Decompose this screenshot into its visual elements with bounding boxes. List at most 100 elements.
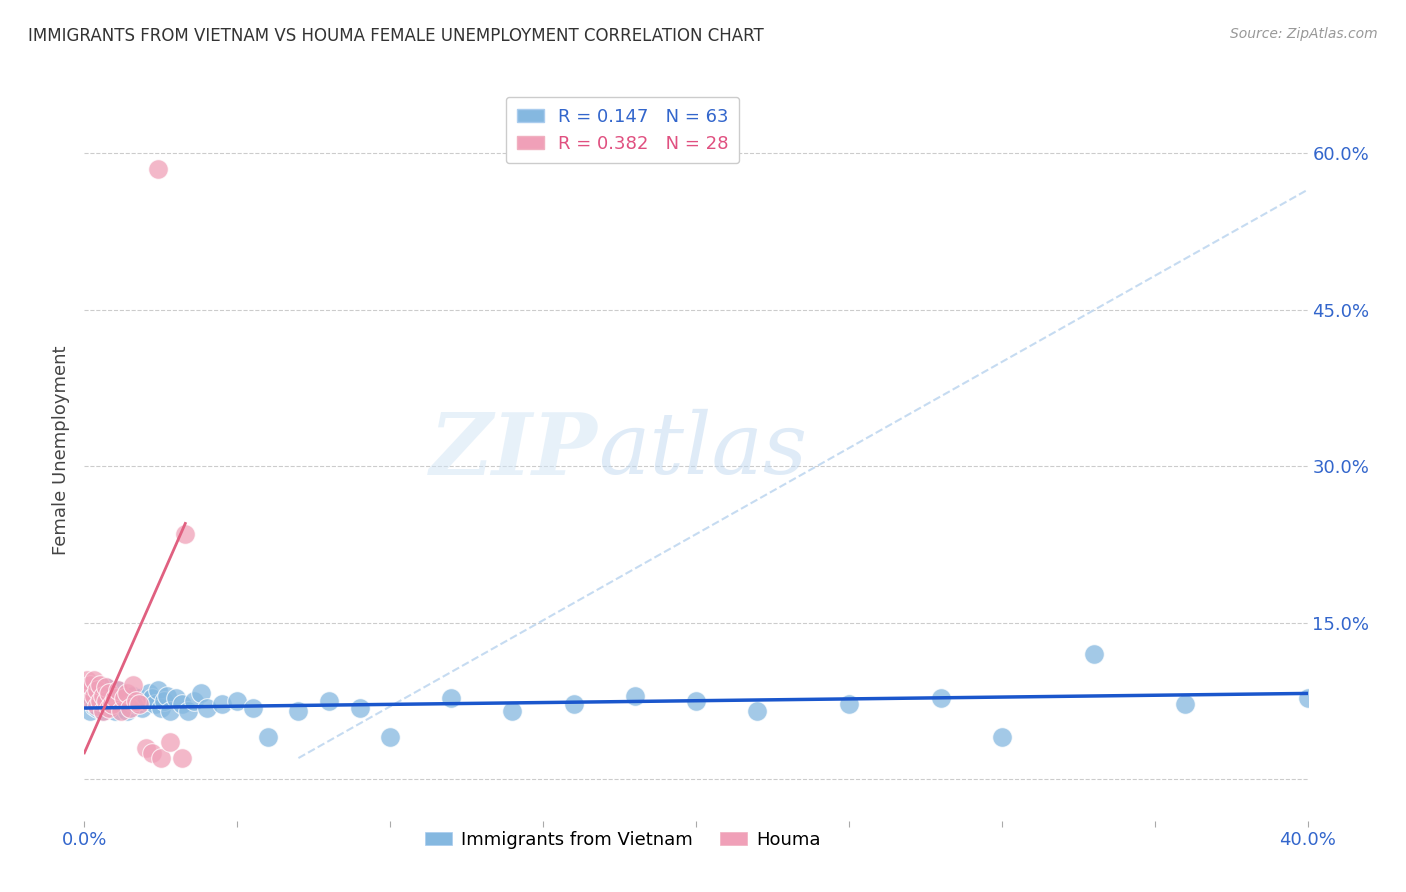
Point — [380, 730, 402, 744]
Point — [86, 683, 108, 698]
Point — [104, 690, 127, 705]
Point — [115, 704, 138, 718]
Point — [104, 690, 127, 705]
Point — [128, 697, 150, 711]
Point — [1083, 647, 1105, 661]
Point — [79, 694, 101, 708]
Point — [747, 704, 769, 718]
Point — [195, 701, 218, 715]
Point — [112, 690, 135, 705]
Point — [79, 689, 101, 703]
Point — [97, 686, 120, 700]
Point — [104, 704, 127, 718]
Point — [131, 701, 153, 715]
Point — [138, 686, 160, 700]
Point — [287, 704, 309, 718]
Point — [156, 689, 179, 703]
Point — [318, 694, 340, 708]
Point — [110, 704, 132, 718]
Point — [177, 704, 200, 718]
Point — [94, 694, 117, 708]
Point — [91, 689, 114, 703]
Point — [86, 690, 108, 705]
Point — [146, 683, 169, 698]
Point — [135, 740, 157, 755]
Point — [83, 698, 105, 713]
Point — [76, 694, 98, 708]
Point — [502, 704, 524, 718]
Point — [440, 690, 463, 705]
Point — [101, 694, 124, 708]
Point — [172, 751, 194, 765]
Point — [125, 694, 148, 708]
Point — [172, 697, 194, 711]
Point — [149, 751, 172, 765]
Point — [101, 701, 124, 715]
Point — [165, 690, 187, 705]
Point — [141, 690, 163, 705]
Point — [125, 697, 148, 711]
Point — [349, 701, 371, 715]
Point — [110, 697, 132, 711]
Point — [86, 698, 108, 713]
Point — [120, 701, 142, 715]
Point — [91, 704, 114, 718]
Point — [562, 697, 585, 711]
Point — [838, 697, 860, 711]
Text: IMMIGRANTS FROM VIETNAM VS HOUMA FEMALE UNEMPLOYMENT CORRELATION CHART: IMMIGRANTS FROM VIETNAM VS HOUMA FEMALE … — [28, 27, 763, 45]
Point — [183, 694, 205, 708]
Point — [190, 686, 212, 700]
Point — [122, 689, 145, 703]
Point — [107, 683, 129, 698]
Point — [101, 697, 124, 711]
Point — [226, 694, 249, 708]
Point — [76, 673, 98, 687]
Point — [159, 735, 181, 749]
Point — [83, 689, 105, 703]
Point — [94, 690, 117, 705]
Point — [89, 694, 111, 708]
Point — [97, 697, 120, 711]
Point — [91, 704, 114, 718]
Point — [115, 686, 138, 700]
Point — [174, 527, 197, 541]
Point — [112, 690, 135, 705]
Point — [128, 690, 150, 705]
Point — [122, 678, 145, 692]
Point — [91, 686, 114, 700]
Point — [94, 680, 117, 694]
Point — [86, 701, 108, 715]
Text: atlas: atlas — [598, 409, 807, 491]
Point — [83, 683, 105, 698]
Point — [89, 689, 111, 703]
Point — [685, 694, 707, 708]
Point — [79, 704, 101, 718]
Point — [153, 694, 176, 708]
Point — [89, 697, 111, 711]
Point — [79, 678, 101, 692]
Point — [929, 690, 952, 705]
Point — [89, 678, 111, 692]
Text: ZIP: ZIP — [430, 409, 598, 492]
Point — [159, 704, 181, 718]
Point — [257, 730, 280, 744]
Point — [1174, 697, 1197, 711]
Point — [146, 161, 169, 176]
Point — [624, 689, 647, 703]
Text: Source: ZipAtlas.com: Source: ZipAtlas.com — [1230, 27, 1378, 41]
Point — [97, 686, 120, 700]
Point — [107, 683, 129, 698]
Y-axis label: Female Unemployment: Female Unemployment — [52, 346, 70, 555]
Point — [1296, 690, 1319, 705]
Point — [211, 697, 233, 711]
Point — [143, 697, 166, 711]
Point — [76, 683, 98, 698]
Point — [97, 701, 120, 715]
Point — [141, 746, 163, 760]
Point — [991, 730, 1014, 744]
Point — [83, 673, 105, 687]
Point — [135, 694, 157, 708]
Point — [242, 701, 264, 715]
Point — [94, 680, 117, 694]
Point — [120, 694, 142, 708]
